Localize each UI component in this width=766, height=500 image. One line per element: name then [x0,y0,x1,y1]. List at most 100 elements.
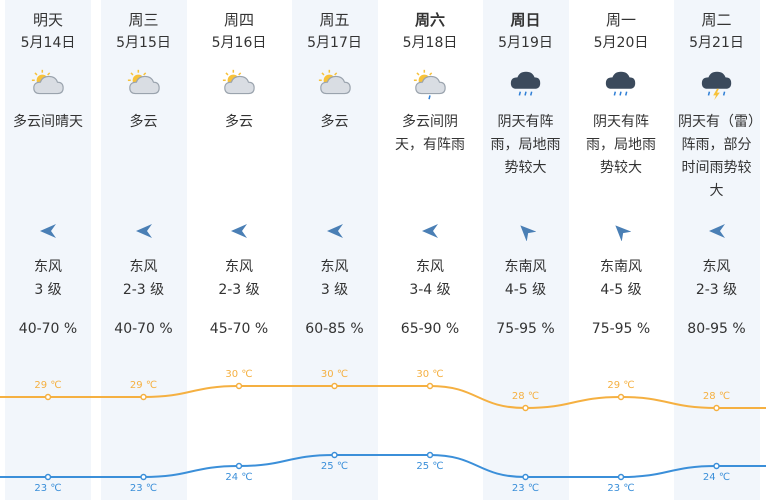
low-temp-label: 23 ℃ [512,483,539,494]
high-temp-point [140,393,147,401]
high-temp-point [522,404,529,412]
wind-direction: 东风 [702,259,731,275]
wind-direction: 东南风 [504,259,547,275]
wind-level: 2-3 级 [122,282,165,298]
wind-level: 2-3 级 [218,282,260,298]
day-column: 周二 5月21日 阴天有（雷）阵雨，部分时间雨势较大 东风 2-3 级 80-95 % [673,0,760,500]
high-temp-point [331,382,338,390]
low-temp-point [426,451,434,459]
wind-level: 4-5 级 [504,282,547,298]
low-temp-point [713,462,720,470]
high-temp-label: 29 ℃ [130,380,157,391]
partly-cloudy-icon [317,67,353,103]
date-label: 5月19日 [498,35,553,51]
high-temp-label: 30 ℃ [416,369,443,380]
humidity: 75-95 % [496,321,555,337]
arrow-west-icon [134,221,154,241]
arrow-west-icon [707,221,727,241]
low-temp-label: 24 ℃ [703,472,730,483]
low-temp-point [235,462,243,470]
day-of-week: 周六 [414,11,445,29]
weather-description: 多云间晴天 [13,114,83,130]
high-temp-label: 30 ℃ [225,369,252,380]
date-label: 5月16日 [211,35,267,51]
humidity: 60-85 % [305,321,364,337]
high-temp-label: 28 ℃ [512,391,539,402]
arrow-west-icon [38,221,58,241]
low-temp-label: 24 ℃ [225,472,252,483]
rain-cloud-icon [508,67,544,103]
high-temp-label: 29 ℃ [607,380,634,391]
wind-level: 3-4 级 [409,282,451,298]
high-temp-line [0,385,766,410]
arrow-west-icon [325,221,345,241]
high-temp-label: 28 ℃ [703,391,730,402]
low-temp-point [140,473,147,481]
low-temp-label: 25 ℃ [416,461,443,472]
wind-direction: 东风 [416,259,444,275]
wind-direction: 东风 [34,259,62,275]
day-of-week: 周三 [128,11,159,29]
partly-cloudy-icon [30,67,66,103]
low-temp-label: 23 ℃ [130,483,157,494]
wind-level: 3 级 [320,282,349,298]
humidity: 40-70 % [114,321,173,337]
date-label: 5月15日 [116,35,171,51]
rain-cloud-icon [603,67,639,103]
day-column: 周三 5月15日多云东风 2-3 级 40-70 % [100,0,187,500]
humidity: 40-70 % [18,321,78,337]
weather-description: 阴天有阵雨，局地雨势较大 [586,114,656,176]
day-column: 周六 5月18日多云间阴天，有阵雨东风 3-4 级 65-90 % [387,0,473,500]
high-temp-label: 30 ℃ [321,369,348,380]
day-of-week: 明天 [32,11,63,29]
date-label: 5月14日 [20,35,76,51]
high-temp-point [44,393,52,401]
humidity: 65-90 % [400,321,460,337]
temperature-chart: 29 ℃ 29 ℃ 30 ℃ 30 ℃ 30 ℃ 28 ℃ 29 ℃ 28 ℃ 23 ℃ 23 ℃… [0,369,766,494]
day-of-week: 周五 [319,11,350,29]
day-column: 周四 5月16日 多云 东风 2-3 级 45-70 % [196,0,282,500]
date-label: 5月21日 [689,35,744,51]
low-temp-point [522,473,529,481]
cloudy-sun-rain-icon [412,67,448,103]
partly-cloudy-icon [221,67,257,103]
wind-level: 4-5 级 [600,282,642,298]
humidity: 75-95 % [591,321,651,337]
arrow-west-icon [420,221,440,241]
day-of-week: 周一 [605,11,636,29]
weather-description: 阴天有（雷）阵雨，部分时间雨势较大 [678,114,755,199]
high-temp-point [235,382,243,390]
wind-level: 3 级 [34,282,62,298]
high-temp-point [713,404,720,412]
day-column: 周五 5月17日多云东风 3 级 60-85 % [291,0,378,500]
wind-direction: 东南风 [600,259,642,275]
date-label: 5月18日 [402,35,458,51]
low-temp-label: 23 ℃ [34,483,61,494]
day-of-week: 周日 [510,11,541,29]
humidity: 45-70 % [209,321,269,337]
weather-description: 多云间阴天，有阵雨 [395,114,465,153]
weather-description: 多云 [129,114,158,130]
date-label: 5月17日 [307,35,362,51]
wind-direction: 东风 [225,259,253,275]
wind-level: 2-3 级 [695,282,738,298]
low-temp-label: 25 ℃ [321,461,348,472]
humidity: 80-95 % [687,321,746,337]
low-temp-point [617,473,625,481]
date-label: 5月20日 [593,35,649,51]
arrow-northwest-icon [611,221,632,242]
low-temp-line [0,454,766,478]
arrow-west-icon [229,221,249,241]
partly-cloudy-icon [126,67,162,103]
high-temp-point [617,393,625,401]
day-of-week: 周四 [223,11,254,29]
day-column: 明天 5月14日多云间晴天东风 3 级 40-70 % [5,0,91,500]
day-column: 周日 5月19日 阴天有阵雨，局地雨势较大 东南风 4-5 级 75-95 % [482,0,569,500]
arrow-northwest-icon [516,221,537,242]
weather-description: 多云 [320,114,349,130]
wind-direction: 东风 [129,259,158,275]
wind-direction: 东风 [320,259,349,275]
high-temp-point [426,382,434,390]
high-temp-label: 29 ℃ [34,380,61,391]
